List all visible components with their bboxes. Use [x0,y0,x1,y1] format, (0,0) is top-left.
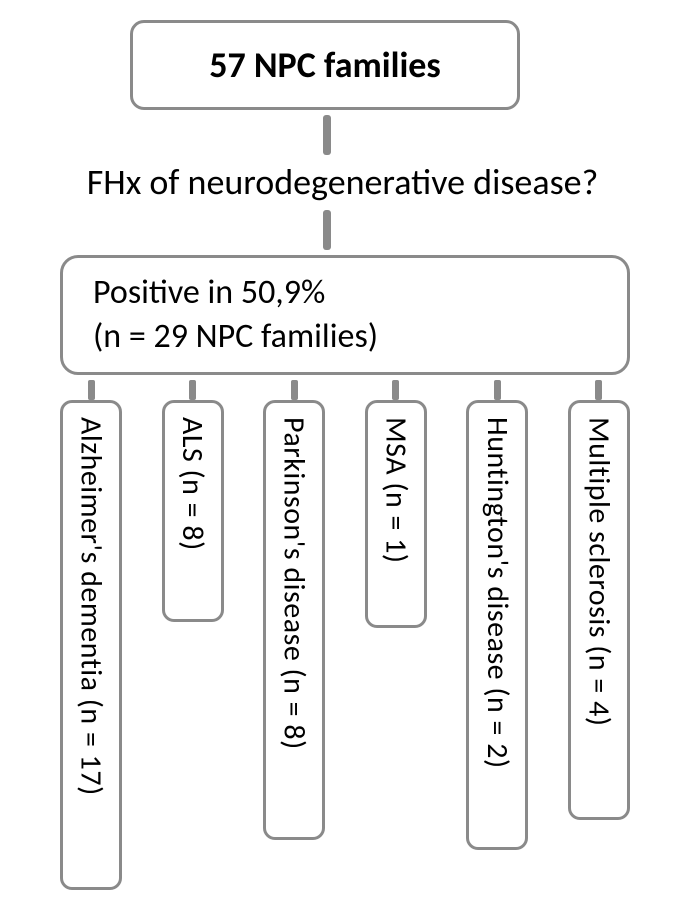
branch-box: Parkinson's disease (n = 8) [263,400,325,840]
top-node: 57 NPC families [130,20,520,110]
branch-connector [494,380,501,400]
top-node-label: 57 NPC families [209,43,441,87]
question-node: FHx of neurodegenerative disease? [0,160,685,204]
result-line2: (n = 29 NPC families) [93,315,378,359]
branch-label: ALS (n = 8) [174,417,211,551]
branch-box: Alzheimer's dementia (n = 17) [60,400,122,890]
branch-5: Multiple sclerosis (n = 4) [568,380,630,890]
branch-connector [291,380,298,400]
branch-connector [189,380,196,400]
branch-1: ALS (n = 8) [162,380,224,890]
connector-mid [323,210,331,250]
branch-3: MSA (n = 1) [365,380,427,890]
branch-label: Multiple sclerosis (n = 4) [580,417,617,726]
branch-box: ALS (n = 8) [162,400,224,622]
result-node: Positive in 50,9% (n = 29 NPC families) [60,255,630,375]
branch-box: Huntington's disease (n = 2) [466,400,528,850]
branch-connector [88,380,95,400]
flowchart-canvas: 57 NPC families FHx of neurodegenerative… [0,0,685,910]
branch-label: Alzheimer's dementia (n = 17) [73,417,110,796]
branch-0: Alzheimer's dementia (n = 17) [60,380,122,890]
branch-4: Huntington's disease (n = 2) [466,380,528,890]
branch-box: Multiple sclerosis (n = 4) [568,400,630,820]
branch-label: MSA (n = 1) [377,417,414,564]
branch-connector [595,380,602,400]
branches-container: Alzheimer's dementia (n = 17) ALS (n = 8)… [60,380,630,890]
branch-connector [392,380,399,400]
branch-box: MSA (n = 1) [365,400,427,628]
branch-label: Parkinson's disease (n = 8) [276,417,313,750]
result-line1: Positive in 50,9% [93,271,325,315]
branch-label: Huntington's disease (n = 2) [479,417,516,769]
branch-2: Parkinson's disease (n = 8) [263,380,325,890]
connector-top [323,115,331,155]
question-label: FHx of neurodegenerative disease? [87,160,599,204]
